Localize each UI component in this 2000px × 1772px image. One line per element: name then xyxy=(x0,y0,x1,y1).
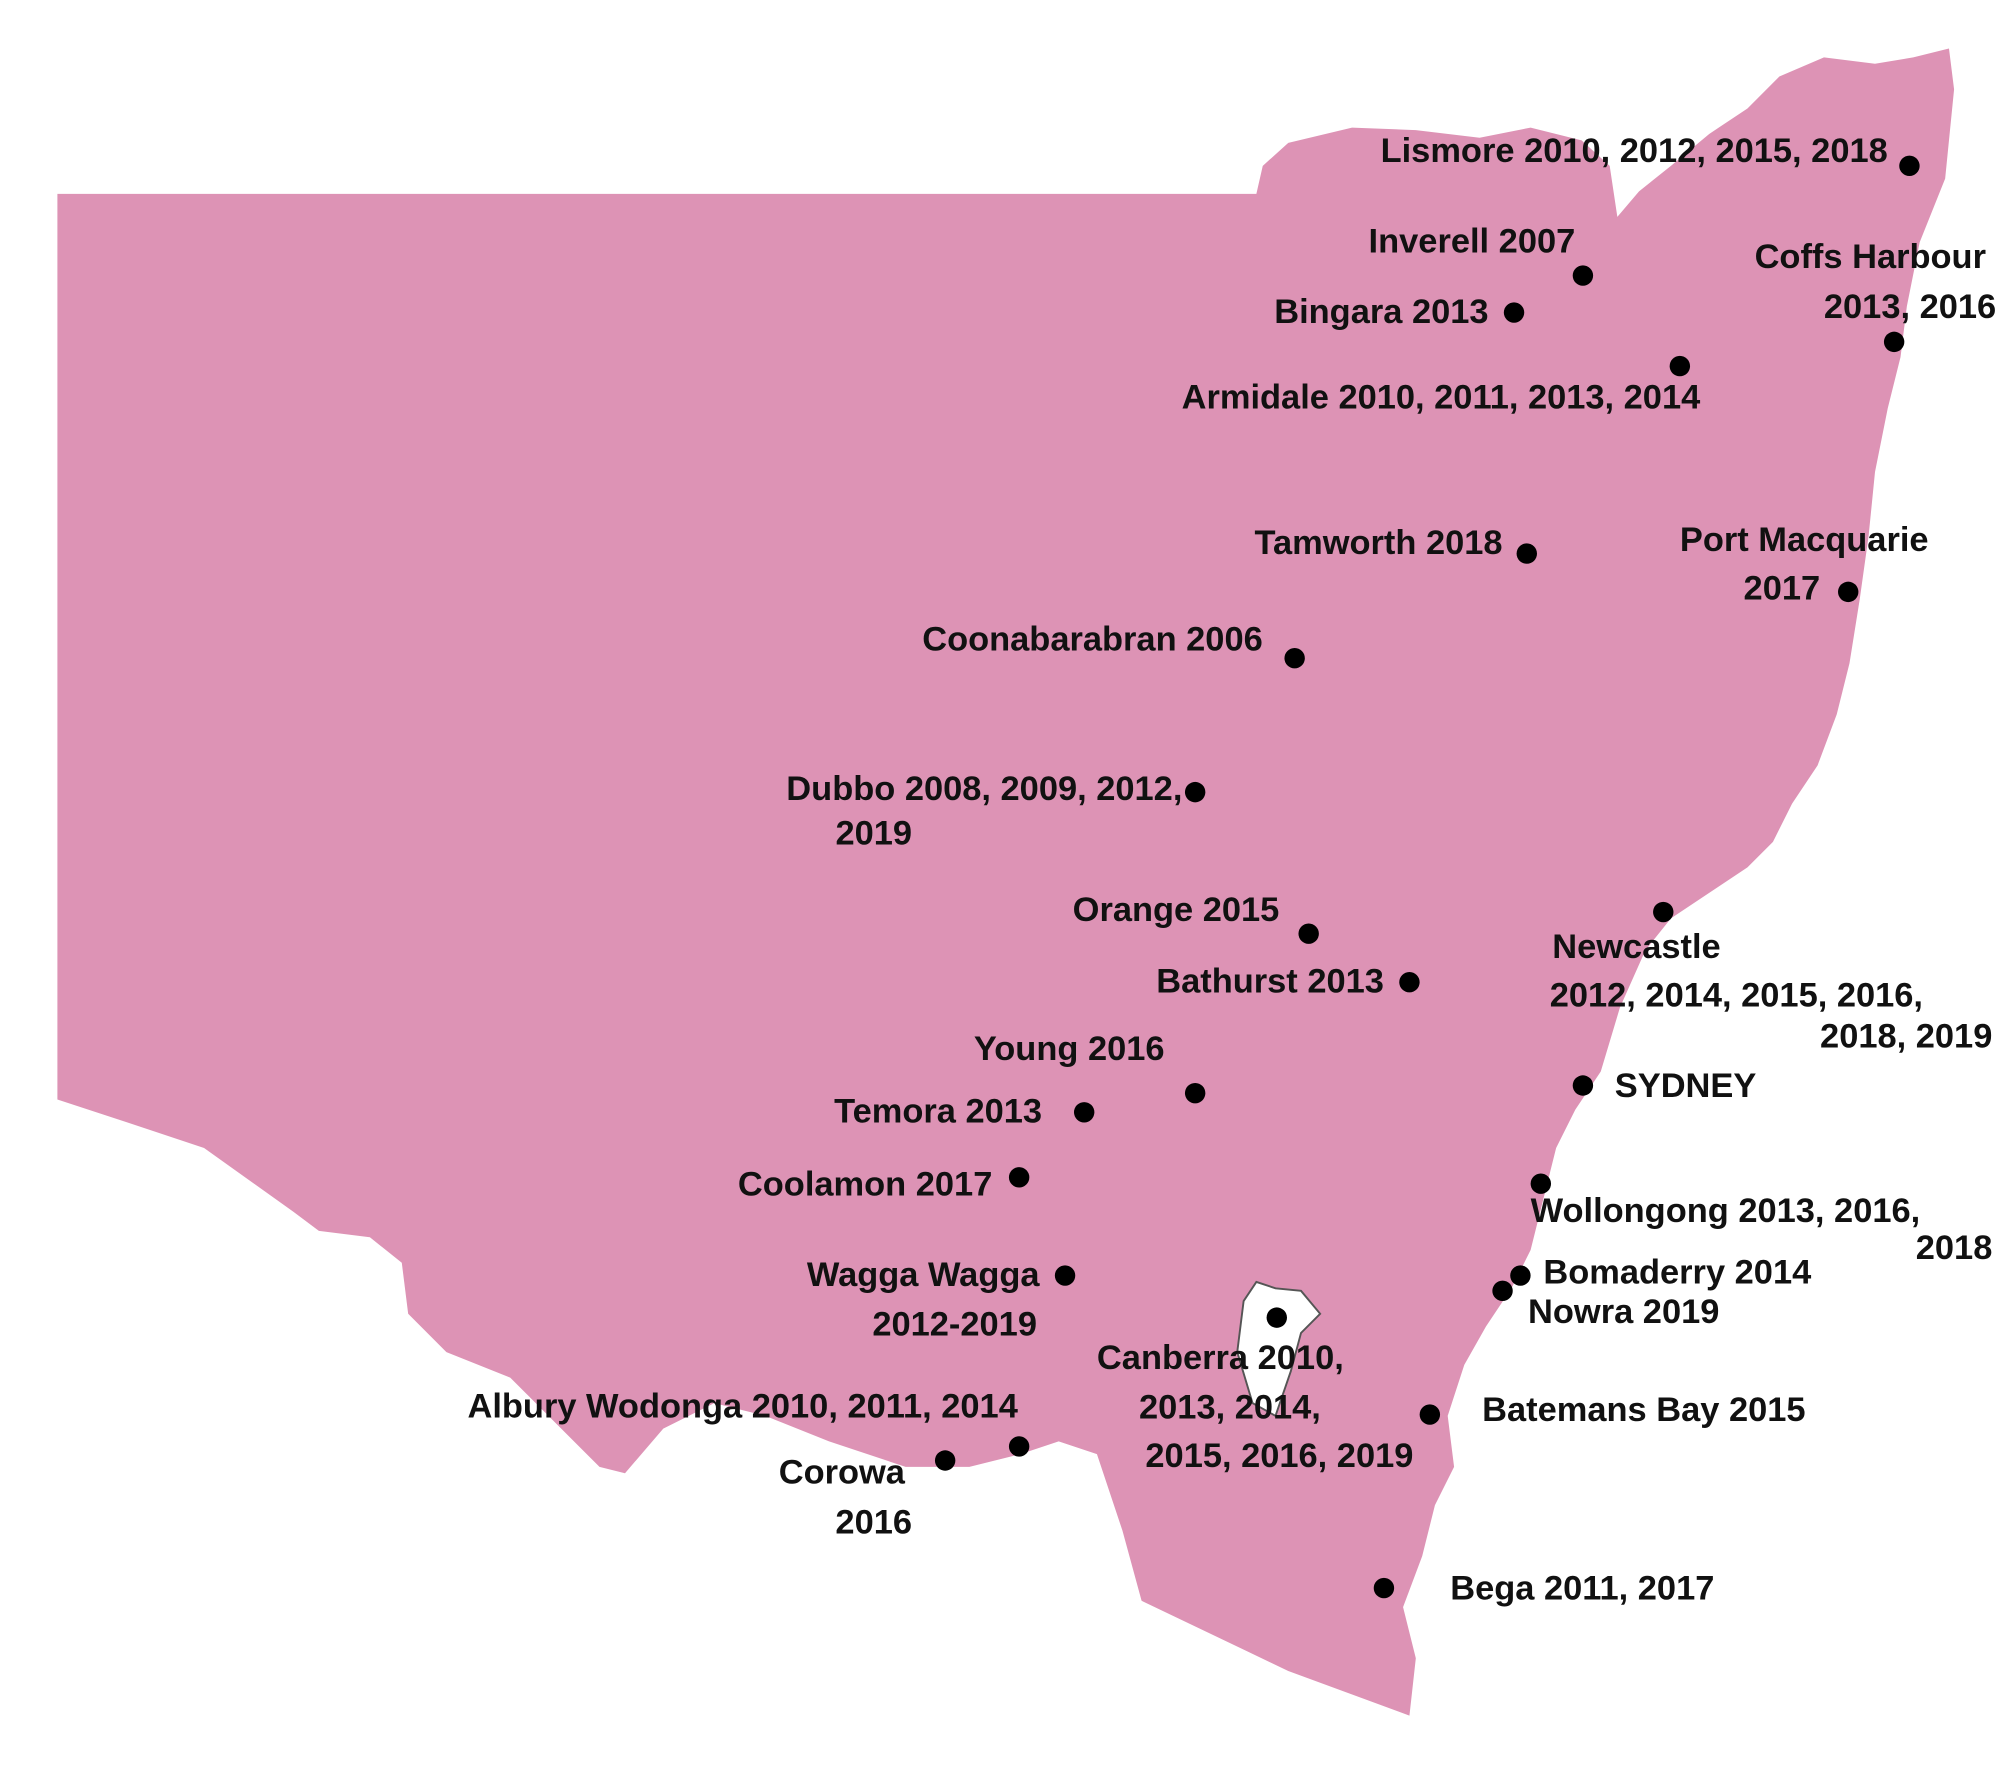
place-dot xyxy=(934,1450,956,1471)
place-label: 2012, 2014, 2015, 2016, xyxy=(1550,977,1923,1015)
place-dot xyxy=(1054,1265,1076,1286)
place-label: Bega 2011, 2017 xyxy=(1450,1570,1714,1608)
place-dot xyxy=(1008,1436,1030,1457)
act-region xyxy=(1236,1280,1322,1418)
place-dot xyxy=(1503,302,1525,323)
place-dot xyxy=(1073,1102,1095,1123)
place-label: 2019 xyxy=(835,815,912,853)
place-dot xyxy=(1669,355,1691,377)
place-label: 2018, 2019 xyxy=(1820,1017,1992,1055)
place-dot xyxy=(1572,265,1594,286)
place-dot xyxy=(1008,1167,1030,1188)
place-label: 2018 xyxy=(1916,1229,1993,1267)
place-label: Coffs Harbour xyxy=(1755,238,1986,276)
place-label: 2016 xyxy=(835,1503,912,1541)
place-label: Corowa xyxy=(779,1454,906,1492)
place-dot xyxy=(1572,1075,1594,1096)
place-label: Batemans Bay 2015 xyxy=(1482,1391,1805,1429)
place-dot xyxy=(1516,543,1537,564)
place-dot xyxy=(1510,1265,1531,1286)
place-label: Bathurst 2013 xyxy=(1156,963,1384,1001)
place-dot xyxy=(1298,923,1319,944)
place-label: SYDNEY xyxy=(1615,1067,1757,1105)
place-label: Dubbo 2008, 2009, 2012, xyxy=(786,770,1182,808)
place-dot xyxy=(1184,1082,1206,1104)
place-dot xyxy=(1373,1577,1395,1599)
place-label: 2013, 2014, xyxy=(1139,1389,1321,1427)
place-dot xyxy=(1184,781,1206,803)
place-label: Canberra 2010, xyxy=(1097,1339,1344,1377)
place-label: Nowra 2019 xyxy=(1528,1293,1719,1331)
place-label: Albury Wodonga 2010, 2011, 2014 xyxy=(467,1387,1017,1425)
place-label: Lismore 2010, 2012, 2015, 2018 xyxy=(1381,132,1888,170)
place-dot xyxy=(1284,647,1305,669)
nsw-region xyxy=(57,48,1955,1716)
place-dot xyxy=(1653,901,1674,923)
place-label: Armidale 2010, 2011, 2013, 2014 xyxy=(1182,378,1701,416)
place-dot xyxy=(1266,1307,1287,1328)
place-label: Coolamon 2017 xyxy=(738,1165,992,1203)
place-label: Newcastle xyxy=(1552,928,1720,966)
place-dot xyxy=(1399,971,1420,993)
place-label: Coonabarabran 2006 xyxy=(922,621,1263,659)
place-dot xyxy=(1883,331,1905,353)
place-label: Inverell 2007 xyxy=(1369,223,1576,261)
place-label: Wagga Wagga xyxy=(807,1256,1041,1294)
place-label: Bomaderry 2014 xyxy=(1543,1253,1811,1291)
place-dot xyxy=(1419,1404,1441,1425)
place-dot xyxy=(1838,581,1859,603)
place-dot xyxy=(1492,1280,1513,1302)
place-label: Young 2016 xyxy=(974,1030,1165,1068)
place-label: Port Macquarie xyxy=(1680,521,1929,559)
place-label: Orange 2015 xyxy=(1073,891,1280,929)
place-label: 2013, 2016 xyxy=(1824,288,1996,326)
place-label: 2015, 2016, 2019 xyxy=(1145,1437,1413,1475)
place-label: 2012-2019 xyxy=(872,1306,1037,1344)
place-label: 2017 xyxy=(1744,570,1821,608)
place-dot xyxy=(1530,1173,1552,1194)
place-label: Temora 2013 xyxy=(834,1093,1042,1131)
place-label: Bingara 2013 xyxy=(1274,293,1488,331)
place-dot xyxy=(1899,155,1920,177)
place-label: Wollongong 2013, 2016, xyxy=(1531,1192,1921,1230)
place-label: Tamworth 2018 xyxy=(1255,524,1503,562)
